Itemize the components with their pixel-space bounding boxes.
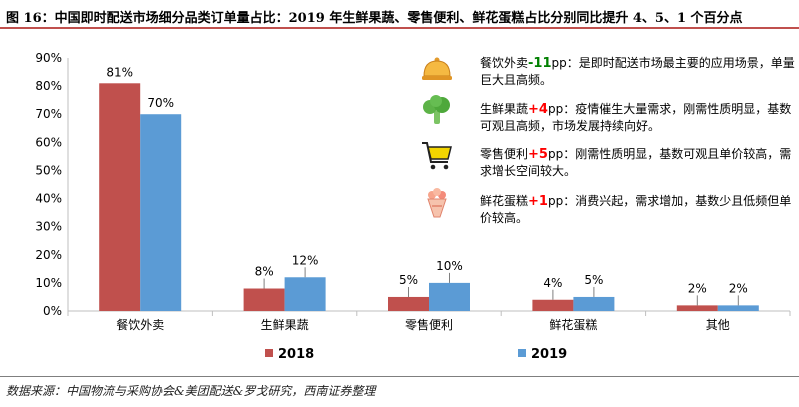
annotation-change: +1 [528,194,548,209]
bar-2018 [676,305,718,311]
annotation-category: 零售便利 [480,147,529,161]
source-note: 数据来源：中国物流与采购协会&美团配送&罗戈研究，西南证券整理 [6,384,376,398]
legend-swatch-2018 [265,349,273,357]
bar-2018 [388,296,429,311]
annotation-text: ：疫情催生大量需求，刚需性质明显，基数可观且高频，市场发展持续向好。 [480,102,792,133]
legend: 2018 2019 [265,347,567,362]
cloche-icon [422,57,452,80]
title-divider [0,27,799,29]
source-divider [0,376,799,377]
bar-2018 [243,288,285,311]
bar-2019 [717,305,759,311]
data-label-2019: 2% [729,281,748,295]
data-label-2019: 10% [436,259,463,273]
y-tick-label: 10% [35,276,62,290]
y-tick-label: 50% [35,163,62,177]
annotation-food-delivery: 餐饮外卖-11pp：是即时配送市场最主要的应用场景，单量巨大且高频。 [480,55,796,89]
legend-label-2019: 2019 [531,347,567,362]
data-label-2018: 2% [688,281,707,295]
y-tick-label: 30% [35,220,62,234]
annotation-change: -11 [528,56,552,71]
annotation-text: ：刚需性质明显，基数可观且单价较高，需求增长空间较大。 [480,147,792,178]
x-axis: 餐饮外卖 生鲜果蔬 零售便利 鲜花蛋糕 其他 [67,310,791,332]
annotation-text: ：消费兴起，需求增加，基数少且低频但单价较高。 [480,194,792,225]
y-tick-label: 40% [35,192,62,206]
broccoli-icon [423,95,450,124]
annotation-convenience-retail: 零售便利+5pp：刚需性质明显，基数可观且单价较高，需求增长空间较大。 [480,146,796,180]
data-label-2018: 4% [543,276,562,290]
y-tick-label: 0% [43,304,62,318]
y-tick-label: 70% [35,107,62,121]
bar-2018 [532,299,574,311]
annotation-flowers-cakes: 鲜花蛋糕+1pp：消费兴起，需求增加，基数少且低频但单价较高。 [480,193,796,227]
shopping-cart-icon [422,142,452,170]
y-axis: 0% 10% 20% 30% 40% 50% 60% 70% 80% 90% [35,51,69,318]
data-label-2018: 81% [106,65,133,79]
legend-swatch-2019 [518,349,526,357]
x-tick-label: 生鲜果蔬 [261,318,309,332]
annotation-fresh-produce: 生鲜果蔬+4pp：疫情催生大量需求，刚需性质明显，基数可观且高频，市场发展持续向… [480,101,796,135]
data-label-2018: 5% [399,273,418,287]
bar-2019 [573,296,615,311]
annotation-category: 餐饮外卖 [480,56,529,70]
annotation-change: +5 [528,147,548,162]
data-label-2019: 70% [147,96,174,110]
annotation-unit: pp [547,102,564,116]
bars: 81% 70% 8% 12% 5% 10% 4% 5% 2% 2% [99,65,759,311]
annotation-unit: pp [547,147,564,161]
title-bar: 图 16：中国即时配送市场细分品类订单量占比：2019 年生鲜果蔬、零售便利、鲜… [0,0,799,30]
bar-2018 [99,83,141,311]
annotation-category: 生鲜果蔬 [480,102,529,116]
annotation-unit: pp [547,194,564,208]
bar-2019 [140,114,182,311]
annotation-change: +4 [528,102,548,117]
y-tick-label: 80% [35,79,62,93]
annotation-category: 鲜花蛋糕 [480,194,529,208]
y-tick-label: 90% [35,51,62,65]
data-label-2019: 12% [292,253,319,267]
figure-title: 图 16：中国即时配送市场细分品类订单量占比：2019 年生鲜果蔬、零售便利、鲜… [6,11,743,26]
annotation-text: ：是即时配送市场最主要的应用场景，单量巨大且高频。 [480,56,795,87]
data-label-2019: 5% [584,273,603,287]
x-tick-label: 餐饮外卖 [116,317,164,332]
x-tick-label: 鲜花蛋糕 [549,317,597,332]
flower-bouquet-icon [427,188,447,218]
legend-label-2018: 2018 [278,347,314,362]
y-tick-label: 20% [35,248,62,262]
x-tick-label: 其他 [706,318,730,332]
y-tick-label: 60% [35,135,62,149]
data-label-2018: 8% [255,265,274,279]
x-tick-label: 零售便利 [405,317,453,332]
bar-2019 [284,277,326,311]
bar-2019 [429,282,470,311]
bar-chart: 0%10%20%30%40%50%60%70%80%90% 餐饮外卖 生鲜果蔬 零售… [35,51,791,362]
annotation-unit: pp [551,56,567,70]
